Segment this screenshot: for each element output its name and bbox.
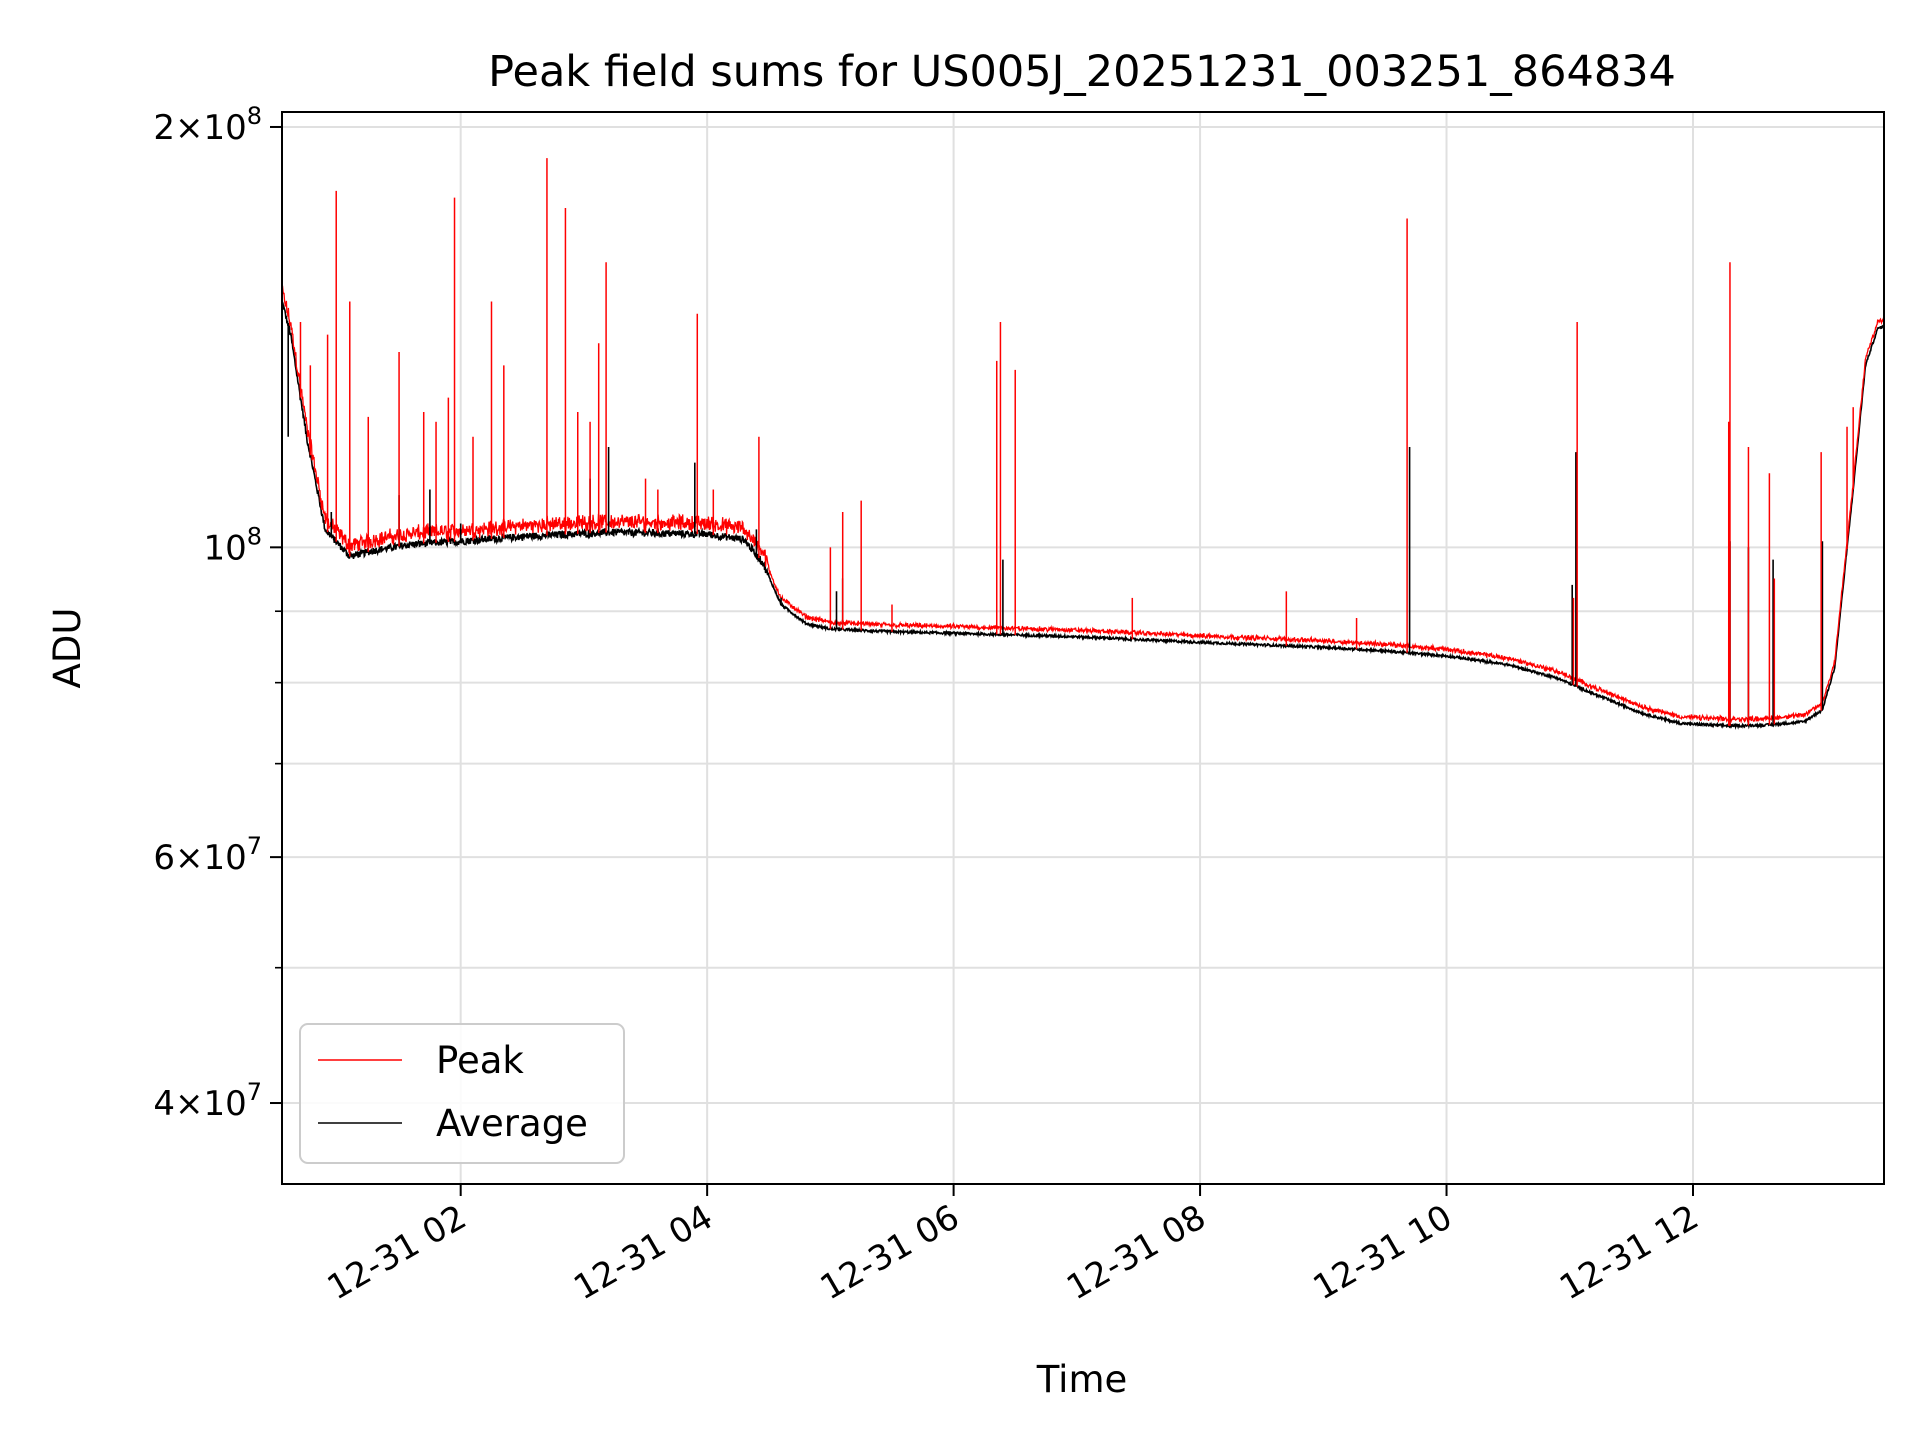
average-line	[282, 300, 1884, 730]
legend-average-label: Average	[436, 1102, 588, 1145]
legend: Peak Average	[299, 1023, 625, 1164]
legend-box	[299, 1023, 625, 1164]
peak-line	[282, 285, 1884, 724]
plot-series	[282, 112, 1884, 730]
legend-peak-label: Peak	[436, 1039, 524, 1082]
y-tick-label: 6×107	[153, 832, 262, 878]
y-axis-ticks: 2×108 108 6×107 4×107	[153, 102, 282, 1124]
chart-title: Peak field sums for US005J_20251231_0032…	[488, 47, 1676, 97]
x-axis-label: Time	[1036, 1358, 1128, 1401]
y-tick-label: 4×107	[153, 1078, 262, 1124]
grid	[282, 112, 1884, 1184]
y-tick-label: 2×108	[153, 102, 262, 148]
plot-frame	[281, 111, 1885, 1185]
y-tick-label: 108	[203, 522, 262, 568]
y-axis-label: ADU	[46, 608, 89, 689]
